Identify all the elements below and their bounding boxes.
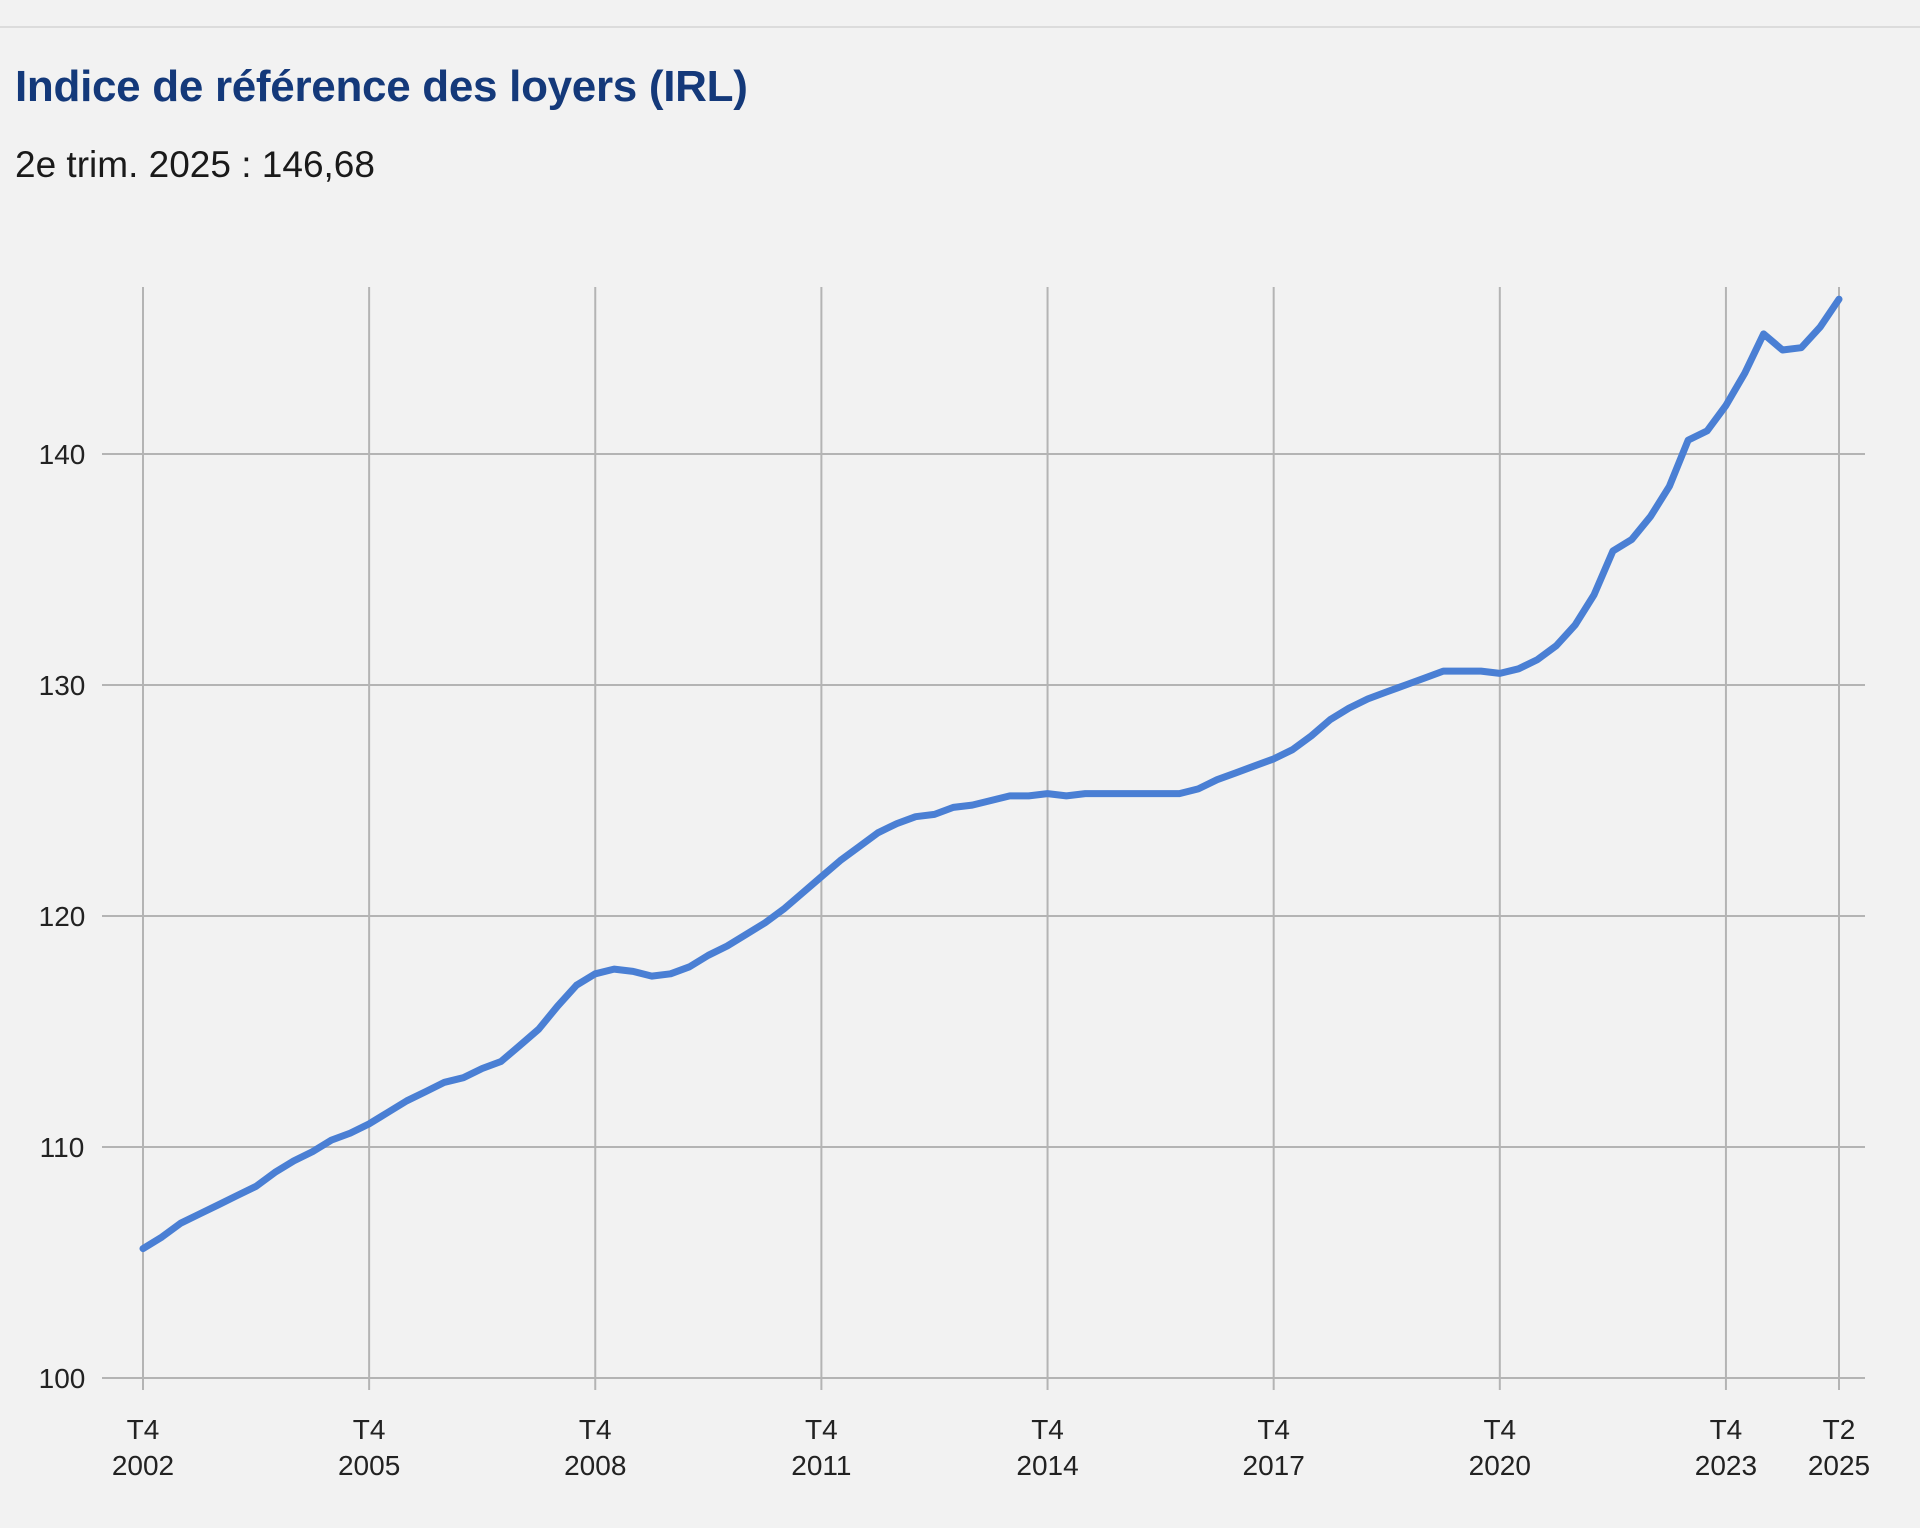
x-tick-label-year: 2011	[791, 1450, 851, 1481]
x-tick-label-year: 2005	[338, 1450, 400, 1481]
x-tick-label-year: 2025	[1808, 1450, 1870, 1481]
latest-value: 2e trim. 2025 : 146,68	[15, 144, 375, 185]
x-tick-label-quarter: T4	[353, 1414, 386, 1445]
y-tick-label: 100	[39, 1363, 86, 1394]
x-tick-label-year: 2014	[1016, 1450, 1078, 1481]
x-tick-label-year: 2002	[112, 1450, 174, 1481]
top-divider	[0, 26, 1920, 28]
chart-title: Indice de référence des loyers (IRL)	[15, 62, 748, 111]
x-tick-label-year: 2017	[1243, 1450, 1305, 1481]
y-tick-label: 110	[40, 1132, 85, 1163]
x-tick-label-year: 2020	[1469, 1450, 1531, 1481]
y-tick-label: 140	[39, 439, 86, 470]
x-tick-label-quarter: T4	[1257, 1414, 1290, 1445]
x-tick-label-quarter: T2	[1823, 1414, 1856, 1445]
x-tick-label-quarter: T4	[1483, 1414, 1516, 1445]
y-tick-label: 120	[39, 901, 86, 932]
y-tick-label: 130	[39, 670, 86, 701]
x-tick-label-year: 2008	[564, 1450, 626, 1481]
irl-series-line	[139, 295, 1843, 1253]
x-tick-label-quarter: T4	[805, 1414, 838, 1445]
x-tick-label-quarter: T4	[127, 1414, 160, 1445]
x-tick-label-quarter: T4	[1031, 1414, 1064, 1445]
x-tick-label-quarter: T4	[1710, 1414, 1743, 1445]
x-tick-label-quarter: T4	[579, 1414, 612, 1445]
x-tick-label-year: 2023	[1695, 1450, 1757, 1481]
